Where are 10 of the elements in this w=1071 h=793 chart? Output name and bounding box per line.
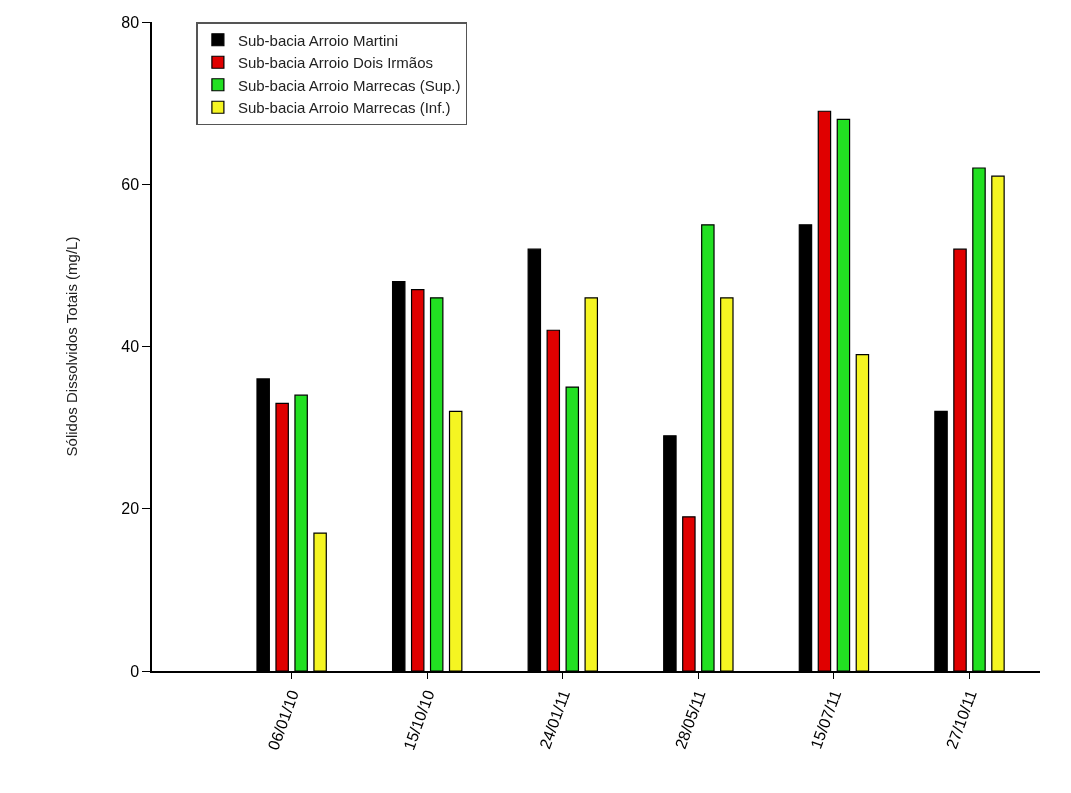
y-tick-label: 20 xyxy=(121,500,140,518)
legend-label: Sub-bacia Arroio Dois Irmãos xyxy=(237,54,433,72)
legend-label: Sub-bacia Arroio Marrecas (Sup.) xyxy=(237,76,461,94)
y-tick-label: 40 xyxy=(121,338,140,356)
legend-label: Sub-bacia Arroio Marrecas (Inf.) xyxy=(237,99,451,117)
y-tick-label: 80 xyxy=(121,13,140,31)
y-tick-label: 60 xyxy=(121,175,140,193)
legend-label: Sub-bacia Arroio Martini xyxy=(237,31,398,49)
y-axis-title: Sólidos Dissolvidos Totais (mg/L) xyxy=(63,236,80,457)
y-tick-label: 0 xyxy=(130,662,140,680)
